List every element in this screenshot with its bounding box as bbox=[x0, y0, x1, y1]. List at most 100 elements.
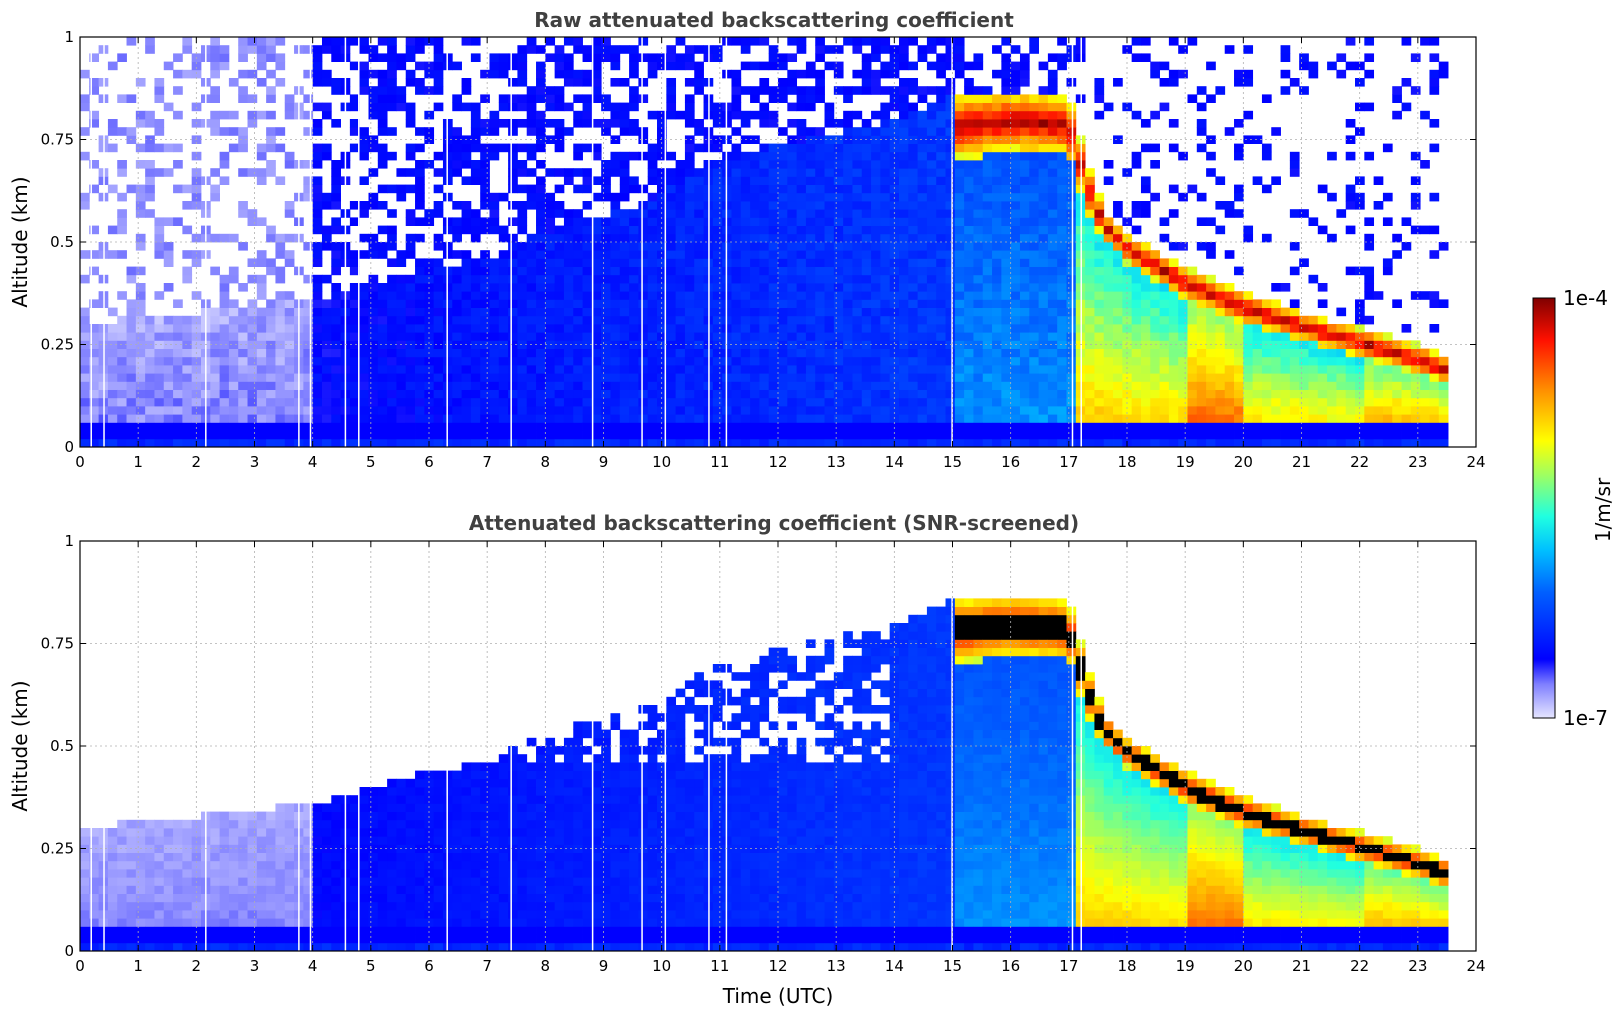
heatmap-cell bbox=[1066, 373, 1077, 382]
heatmap-cell bbox=[591, 225, 602, 235]
heatmap-cell bbox=[1327, 324, 1337, 333]
heatmap-cell bbox=[1150, 61, 1160, 71]
heatmap-cell bbox=[508, 422, 518, 431]
heatmap-cell bbox=[154, 332, 165, 341]
heatmap-cell bbox=[1206, 406, 1216, 415]
heatmap-cell bbox=[1271, 299, 1281, 308]
heatmap-cell bbox=[1215, 348, 1226, 358]
heatmap-cell bbox=[1047, 192, 1058, 202]
heatmap-cell bbox=[1001, 37, 1012, 46]
heatmap-cell bbox=[1364, 414, 1375, 423]
heatmap-cell bbox=[1243, 356, 1254, 366]
heatmap-cell bbox=[954, 438, 965, 448]
heatmap-cell bbox=[982, 135, 993, 144]
heatmap-cell bbox=[117, 438, 127, 448]
panel1-title: Raw attenuated backscattering coefficien… bbox=[534, 8, 1014, 32]
heatmap-cell bbox=[1131, 110, 1142, 120]
heatmap-cell bbox=[936, 176, 946, 185]
heatmap-cell bbox=[601, 127, 611, 136]
heatmap-cell bbox=[433, 406, 444, 415]
heatmap-cell bbox=[898, 430, 909, 440]
heatmap-cell bbox=[545, 242, 556, 251]
heatmap-cell bbox=[1103, 274, 1114, 284]
heatmap-cell bbox=[740, 438, 751, 448]
heatmap-cell bbox=[917, 274, 928, 284]
heatmap-cell bbox=[1159, 332, 1170, 341]
heatmap-cell bbox=[805, 373, 816, 382]
heatmap-cell bbox=[415, 143, 425, 153]
heatmap-cell bbox=[629, 422, 639, 431]
heatmap-cell bbox=[768, 406, 779, 415]
heatmap-cell bbox=[601, 233, 611, 243]
heatmap-cell bbox=[1271, 324, 1281, 333]
heatmap-cell bbox=[750, 438, 760, 448]
heatmap-cell bbox=[740, 389, 751, 399]
heatmap-cell bbox=[1289, 406, 1300, 415]
heatmap-cell bbox=[601, 406, 611, 415]
heatmap-cell bbox=[1057, 438, 1067, 448]
heatmap-cell bbox=[1345, 201, 1356, 210]
heatmap-cell bbox=[1243, 299, 1254, 308]
heatmap-cell bbox=[1178, 192, 1188, 202]
heatmap-cell bbox=[359, 127, 369, 136]
heatmap-cell bbox=[452, 315, 462, 325]
heatmap-cell bbox=[145, 176, 155, 185]
heatmap-cell bbox=[1327, 61, 1337, 71]
heatmap-cell bbox=[833, 348, 844, 358]
heatmap-cell bbox=[415, 307, 425, 317]
heatmap-cell bbox=[1001, 324, 1012, 333]
heatmap-cell bbox=[1019, 192, 1030, 202]
heatmap-cell bbox=[517, 315, 528, 325]
heatmap-cell bbox=[247, 209, 258, 218]
heatmap-cell bbox=[536, 86, 546, 95]
heatmap-cell bbox=[396, 348, 407, 358]
heatmap-cell bbox=[926, 348, 937, 358]
heatmap-cell bbox=[917, 250, 928, 259]
heatmap-cell bbox=[694, 315, 704, 325]
heatmap-cell bbox=[1001, 184, 1012, 194]
heatmap-cell bbox=[954, 250, 965, 259]
heatmap-cell bbox=[536, 69, 546, 79]
heatmap-cell bbox=[1047, 217, 1058, 226]
heatmap-cell bbox=[80, 422, 90, 431]
heatmap-cell bbox=[796, 291, 807, 300]
heatmap-cell bbox=[1010, 397, 1021, 407]
heatmap-cell bbox=[666, 274, 677, 284]
heatmap-cell bbox=[936, 266, 946, 276]
heatmap-cell bbox=[1094, 283, 1105, 292]
heatmap-cell bbox=[1159, 217, 1170, 226]
heatmap-cell bbox=[256, 37, 267, 46]
heatmap-cell bbox=[545, 94, 556, 103]
heatmap-cell bbox=[852, 127, 863, 136]
heatmap-cell bbox=[982, 315, 993, 325]
heatmap-cell bbox=[1029, 381, 1039, 390]
heatmap-cell bbox=[545, 348, 556, 358]
heatmap-cell bbox=[815, 324, 825, 333]
heatmap-cell bbox=[843, 274, 853, 284]
heatmap-cell bbox=[750, 381, 760, 390]
heatmap-cell bbox=[1308, 365, 1319, 374]
heatmap-cell bbox=[945, 250, 956, 259]
heatmap-cell bbox=[591, 389, 602, 399]
heatmap-cell bbox=[145, 348, 155, 358]
heatmap-cell bbox=[694, 414, 704, 423]
heatmap-cell bbox=[256, 61, 267, 71]
heatmap-cell bbox=[619, 102, 630, 112]
heatmap-cell bbox=[545, 356, 556, 366]
heatmap-cell bbox=[675, 422, 686, 431]
heatmap-cell bbox=[657, 225, 667, 235]
heatmap-cell bbox=[861, 266, 872, 276]
heatmap-cell bbox=[377, 348, 388, 358]
heatmap-cell bbox=[1206, 307, 1216, 317]
heatmap-cell bbox=[815, 274, 825, 284]
heatmap-cell bbox=[750, 291, 760, 300]
heatmap-cell bbox=[1234, 151, 1244, 161]
heatmap-cell bbox=[331, 184, 341, 194]
heatmap-cell bbox=[917, 176, 928, 185]
heatmap-cell bbox=[1001, 250, 1012, 259]
heatmap-cell bbox=[861, 201, 872, 210]
heatmap-cell bbox=[498, 258, 509, 267]
heatmap-cell bbox=[247, 119, 258, 128]
heatmap-cell bbox=[470, 291, 481, 300]
heatmap-cell bbox=[368, 86, 379, 95]
